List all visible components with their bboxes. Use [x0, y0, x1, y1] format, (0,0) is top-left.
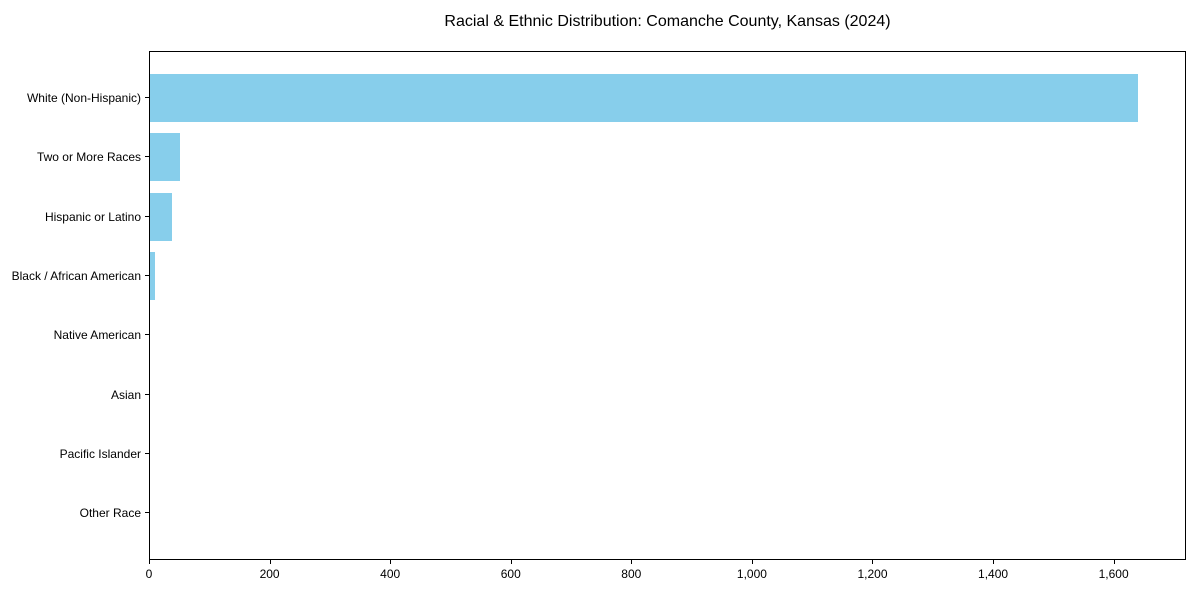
y-tick-mark [145, 453, 149, 455]
y-axis-label: Hispanic or Latino [44, 209, 141, 224]
bar [150, 252, 155, 301]
y-tick-mark [145, 393, 149, 395]
x-tick-mark [751, 560, 753, 564]
x-tick-mark [510, 560, 512, 564]
x-tick-label: 200 [259, 567, 280, 581]
x-tick-mark [993, 560, 995, 564]
bar [150, 74, 1138, 122]
x-tick-mark [872, 560, 874, 564]
x-tick-label: 0 [145, 567, 153, 581]
y-axis-label: Pacific Islander [59, 447, 141, 462]
x-tick-mark [631, 560, 633, 564]
bar [150, 192, 172, 241]
x-tick-label: 1,000 [736, 567, 767, 581]
y-tick-mark [145, 156, 149, 158]
y-tick-mark [145, 334, 149, 336]
x-tick-mark [269, 560, 271, 564]
y-axis-label: Asian [110, 387, 141, 402]
y-tick-mark [145, 275, 149, 277]
x-tick-mark [149, 560, 150, 564]
y-axis-label: Two or More Races [36, 150, 141, 165]
x-tick-mark [1113, 560, 1115, 564]
bar [150, 133, 181, 182]
y-tick-mark [145, 97, 149, 98]
y-tick-mark [145, 512, 149, 514]
y-tick-mark [145, 215, 149, 217]
chart-title: Racial & Ethnic Distribution: Comanche C… [444, 13, 891, 30]
y-axis-label: Black / African American [11, 269, 141, 284]
x-tick-label: 600 [500, 567, 521, 581]
y-axis-label: Native American [53, 328, 141, 343]
y-axis-label: Other Race [79, 506, 141, 521]
x-tick-label: 800 [621, 567, 642, 581]
x-tick-label: 1,200 [857, 567, 888, 581]
x-tick-mark [390, 560, 392, 564]
x-tick-label: 400 [380, 567, 401, 581]
x-tick-label: 1,400 [978, 567, 1009, 581]
y-axis-label: White (Non-Hispanic) [26, 91, 141, 105]
plot-area [149, 51, 1186, 560]
x-tick-label: 1,600 [1098, 567, 1129, 581]
